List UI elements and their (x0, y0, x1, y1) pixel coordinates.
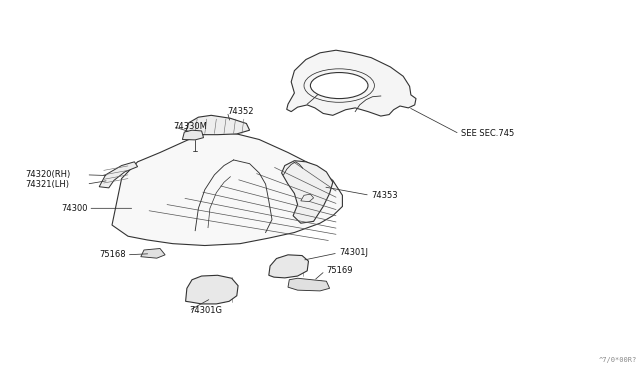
Polygon shape (141, 248, 165, 258)
Text: 75168: 75168 (99, 250, 126, 259)
Polygon shape (186, 275, 238, 304)
Text: 74352: 74352 (227, 107, 253, 116)
Polygon shape (288, 278, 330, 291)
Text: 74301J: 74301J (339, 248, 368, 257)
Polygon shape (282, 161, 333, 223)
Polygon shape (287, 50, 416, 116)
Text: 74320(RH): 74320(RH) (26, 170, 71, 179)
Text: ^7/0*00R?: ^7/0*00R? (598, 357, 637, 363)
Polygon shape (99, 162, 138, 188)
Text: 74353: 74353 (371, 191, 398, 200)
Polygon shape (301, 194, 314, 202)
Polygon shape (186, 115, 250, 135)
Text: 74300: 74300 (61, 204, 87, 213)
Polygon shape (112, 132, 342, 246)
Text: 74301G: 74301G (189, 306, 222, 315)
Text: 74330M: 74330M (173, 122, 207, 131)
Text: 74321(LH): 74321(LH) (26, 180, 70, 189)
Polygon shape (182, 130, 204, 140)
Text: 75169: 75169 (326, 266, 353, 275)
Ellipse shape (310, 73, 368, 99)
Polygon shape (269, 255, 308, 278)
Text: SEE SEC.745: SEE SEC.745 (461, 129, 514, 138)
